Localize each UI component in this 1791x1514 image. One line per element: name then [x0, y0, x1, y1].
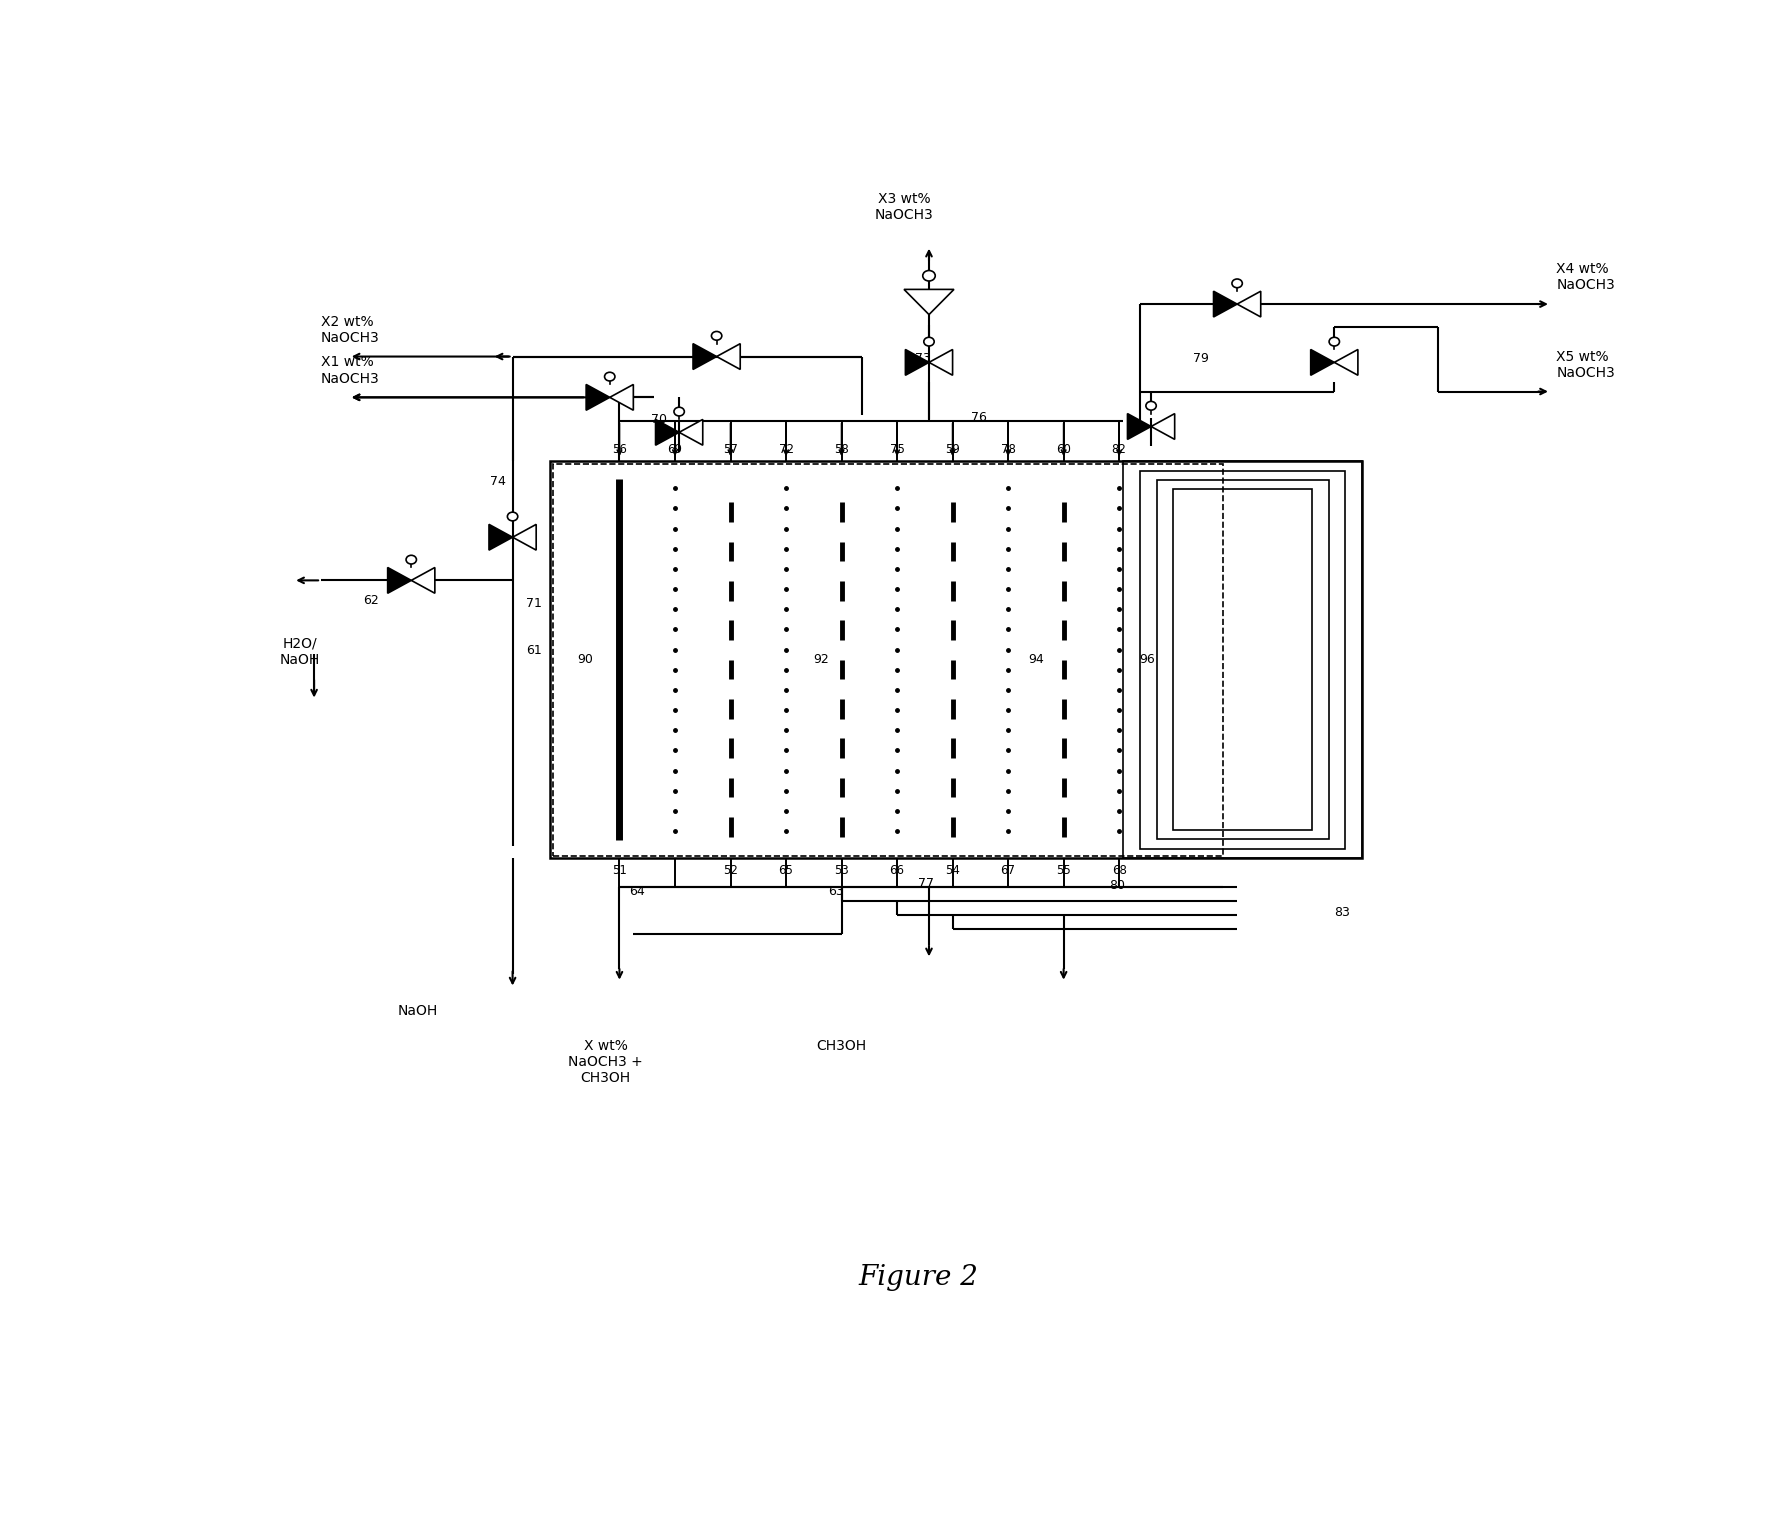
Circle shape	[1146, 401, 1157, 410]
Polygon shape	[1238, 291, 1261, 316]
Polygon shape	[904, 289, 955, 315]
Text: 69: 69	[668, 442, 682, 456]
Bar	[1141, 471, 1345, 848]
Text: Figure 2: Figure 2	[858, 1264, 978, 1291]
Text: 80: 80	[1109, 880, 1125, 892]
Text: 67: 67	[1001, 863, 1015, 877]
Text: NaOH: NaOH	[398, 1004, 439, 1019]
Text: 68: 68	[1112, 863, 1127, 877]
Text: 71: 71	[527, 597, 543, 610]
Circle shape	[673, 407, 684, 416]
Polygon shape	[1214, 291, 1238, 316]
Text: 96: 96	[1139, 653, 1155, 666]
Text: X1 wt%
NaOCH3: X1 wt% NaOCH3	[321, 356, 380, 386]
Text: X3 wt%
NaOCH3: X3 wt% NaOCH3	[874, 192, 933, 223]
Text: H2O/
NaOH: H2O/ NaOH	[279, 636, 321, 666]
Text: 59: 59	[946, 442, 960, 456]
Text: 63: 63	[827, 886, 844, 898]
Text: 64: 64	[629, 886, 645, 898]
Text: 56: 56	[613, 442, 627, 456]
Polygon shape	[1334, 350, 1358, 375]
Text: 61: 61	[527, 643, 543, 657]
Text: CH3OH: CH3OH	[817, 1039, 867, 1052]
Polygon shape	[1128, 413, 1152, 439]
Polygon shape	[387, 568, 412, 593]
Circle shape	[1329, 338, 1340, 347]
Bar	[1157, 480, 1329, 839]
Polygon shape	[412, 568, 435, 593]
Text: 72: 72	[779, 442, 793, 456]
Bar	[553, 463, 1223, 855]
Text: 73: 73	[915, 353, 931, 365]
Circle shape	[407, 556, 417, 565]
Text: 55: 55	[1057, 863, 1071, 877]
Circle shape	[1232, 279, 1243, 288]
Text: 76: 76	[971, 410, 987, 424]
Bar	[1173, 489, 1313, 830]
Circle shape	[922, 271, 935, 282]
Polygon shape	[489, 524, 512, 550]
Polygon shape	[1152, 413, 1175, 439]
Text: 75: 75	[890, 442, 904, 456]
Text: 57: 57	[724, 442, 738, 456]
Circle shape	[711, 332, 722, 341]
Polygon shape	[906, 350, 930, 375]
Text: 74: 74	[491, 475, 507, 488]
Polygon shape	[1311, 350, 1334, 375]
Text: 65: 65	[779, 863, 793, 877]
Text: 78: 78	[1001, 442, 1015, 456]
Text: 90: 90	[577, 653, 593, 666]
Text: 77: 77	[919, 877, 933, 890]
Text: 62: 62	[362, 593, 378, 607]
Polygon shape	[679, 419, 702, 445]
Text: 94: 94	[1028, 653, 1044, 666]
Polygon shape	[716, 344, 740, 369]
Polygon shape	[609, 385, 634, 410]
Circle shape	[507, 512, 518, 521]
Polygon shape	[586, 385, 609, 410]
Text: 58: 58	[835, 442, 849, 456]
Text: 53: 53	[835, 863, 849, 877]
Polygon shape	[693, 344, 716, 369]
Text: 82: 82	[1112, 442, 1127, 456]
Text: X wt%
NaOCH3 +
CH3OH: X wt% NaOCH3 + CH3OH	[568, 1039, 643, 1086]
Text: 79: 79	[1193, 353, 1209, 365]
Bar	[550, 462, 1361, 858]
Text: X4 wt%
NaOCH3: X4 wt% NaOCH3	[1556, 262, 1615, 292]
Text: 52: 52	[724, 863, 738, 877]
Polygon shape	[930, 350, 953, 375]
Text: X2 wt%
NaOCH3: X2 wt% NaOCH3	[321, 315, 380, 345]
Circle shape	[605, 372, 614, 382]
Text: 92: 92	[813, 653, 829, 666]
Text: 66: 66	[890, 863, 904, 877]
Circle shape	[924, 338, 935, 347]
Bar	[1123, 462, 1361, 858]
Text: 54: 54	[946, 863, 960, 877]
Polygon shape	[512, 524, 536, 550]
Text: 51: 51	[613, 863, 627, 877]
Text: X5 wt%
NaOCH3: X5 wt% NaOCH3	[1556, 350, 1615, 380]
Text: 60: 60	[1057, 442, 1071, 456]
Polygon shape	[656, 419, 679, 445]
Text: 83: 83	[1334, 905, 1350, 919]
Text: 70: 70	[652, 413, 668, 425]
